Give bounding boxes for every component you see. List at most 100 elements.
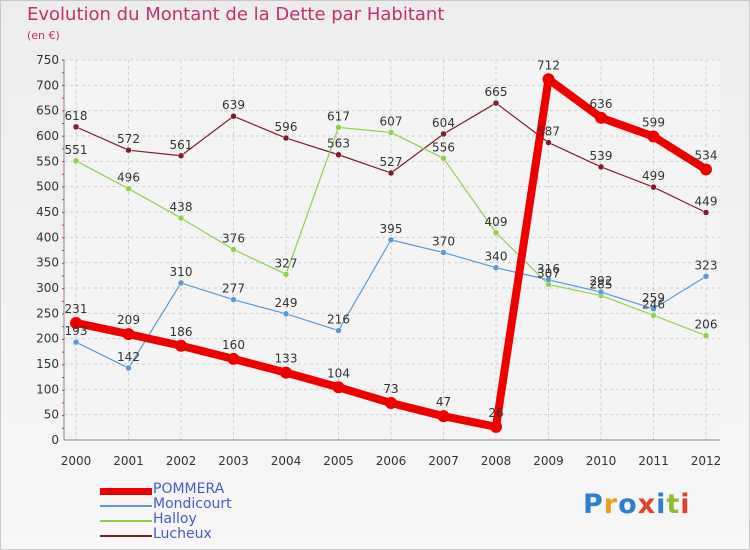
data-point-pommera [385,397,397,410]
logo-letter: x [637,489,657,520]
data-label-lucheux: 527 [380,155,403,169]
x-tick-label: 2009 [533,454,564,468]
data-point-halloy [177,214,185,222]
logo-letter: r [603,489,619,520]
y-tick-label: 50 [44,408,59,422]
series-points [70,73,712,433]
data-label-mondicourt: 249 [275,296,298,310]
y-tick-label: 500 [36,180,59,194]
data-label-mondicourt: 310 [170,265,193,279]
logo-letter: t [666,489,681,520]
y-tick-label: 150 [36,357,59,371]
data-point-lucheux [72,123,80,131]
y-tick-label: 450 [36,205,59,219]
data-point-lucheux [492,99,500,107]
data-label-lucheux: 561 [170,138,193,152]
x-tick-label: 2010 [586,454,617,468]
x-tick-label: 2012 [691,454,722,468]
x-tick-label: 2011 [638,454,669,468]
data-label-halloy: 607 [380,114,403,128]
data-point-pommera [280,366,292,379]
data-label-mondicourt: 292 [590,274,613,288]
data-label-pommera: 209 [117,313,140,327]
data-point-halloy [702,332,710,339]
data-label-pommera: 26 [488,406,503,420]
data-label-halloy: 617 [327,109,350,123]
data-label-halloy: 307 [537,266,560,280]
x-tick-label: 2003 [218,454,249,468]
data-point-pommera [700,163,712,176]
data-label-mondicourt: 277 [222,282,245,296]
data-label-halloy: 285 [590,278,613,292]
data-point-halloy [282,271,290,278]
x-tick-label: 2004 [271,454,302,468]
data-label-halloy: 556 [432,140,455,154]
logo-letter: P [583,489,604,520]
y-tick-label: 100 [36,382,59,396]
data-label-mondicourt: 193 [65,324,88,338]
y-tick-label: 250 [36,306,59,320]
legend-label: Mondicourt [153,496,232,512]
data-label-mondicourt: 340 [485,250,508,264]
data-label-mondicourt: 395 [380,222,403,236]
data-label-lucheux: 587 [537,125,560,139]
data-labels: 618 572 561 639 596 563 527 604 665 587 539 499 449 5… [65,58,718,420]
data-label-lucheux: 618 [65,109,88,123]
data-point-mondicourt [282,310,290,318]
data-point-mondicourt [545,276,552,284]
data-label-pommera: 133 [275,352,298,366]
data-label-mondicourt: 316 [537,262,560,276]
data-label-lucheux: 665 [485,85,508,99]
data-label-mondicourt: 142 [117,350,140,364]
data-label-pommera: 186 [170,325,193,339]
data-point-mondicourt [492,264,500,271]
data-label-lucheux: 604 [432,116,455,130]
data-point-mondicourt [387,236,395,244]
chart-title: Evolution du Montant de la Dette par Hab… [27,4,445,25]
data-label-lucheux: 639 [222,98,245,112]
data-point-lucheux [177,152,185,160]
y-tick-label: 0 [51,433,59,447]
data-point-pommera [122,328,135,341]
data-label-halloy: 246 [642,297,665,311]
legend-label: Lucheux [153,526,212,542]
data-point-lucheux [335,151,342,158]
data-label-mondicourt: 323 [695,258,718,272]
data-point-pommera [490,420,502,433]
data-point-mondicourt [230,296,237,303]
data-label-halloy: 206 [695,318,718,332]
data-point-pommera [542,73,555,86]
data-label-halloy: 376 [222,231,245,245]
data-point-pommera [332,381,345,394]
data-point-mondicourt [335,327,342,334]
data-point-halloy [125,185,132,192]
data-point-halloy [387,129,395,136]
data-label-pommera: 712 [537,58,560,72]
x-axis-ticks: 2000 2001 2002 2003 2004 2005 2006 2007 2008 2009… [61,454,722,468]
data-point-mondicourt [650,305,657,313]
chart-subtitle: (en €) [27,29,60,42]
data-point-lucheux [702,209,710,216]
logo-letter: o [618,489,638,520]
data-point-halloy [650,312,657,319]
data-point-mondicourt [440,249,447,256]
data-point-lucheux [387,169,395,177]
data-point-pommera [647,130,660,143]
data-label-pommera: 231 [65,302,88,316]
data-label-mondicourt: 259 [642,291,665,305]
data-point-lucheux [545,139,552,146]
data-point-pommera [175,339,187,352]
data-label-halloy: 327 [275,256,298,270]
legend-label: Halloy [153,511,197,527]
data-point-lucheux [125,146,132,154]
data-point-pommera [70,316,82,329]
data-label-pommera: 599 [642,116,665,130]
data-point-mondicourt [72,338,80,346]
x-tick-label: 2008 [481,454,512,468]
data-point-lucheux [650,183,657,191]
data-label-lucheux: 539 [590,149,613,163]
data-label-pommera: 534 [695,148,718,162]
data-label-halloy: 551 [65,143,88,157]
data-label-lucheux: 449 [695,195,718,209]
